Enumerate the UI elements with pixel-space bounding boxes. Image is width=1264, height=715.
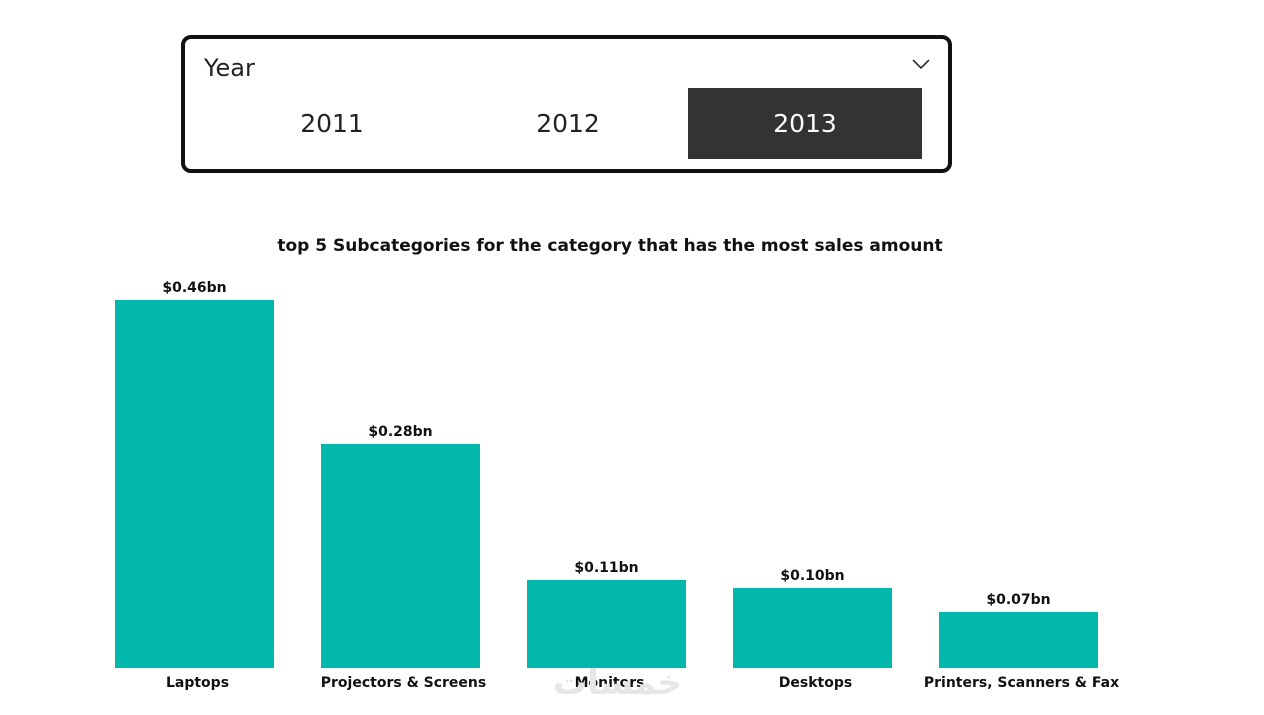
- year-option-2012[interactable]: 2012: [536, 109, 600, 138]
- bar-3[interactable]: [733, 588, 892, 668]
- bar-4[interactable]: [939, 612, 1098, 668]
- data-label-3: $0.10bn: [780, 568, 844, 584]
- category-label-4: Printers, Scanners & Fax: [924, 675, 1119, 691]
- year-option-2011[interactable]: 2011: [300, 109, 364, 138]
- bar-1[interactable]: [321, 444, 480, 668]
- bar-chart: $0.46bn Laptops $0.28bn Projectors & Screen…: [115, 280, 1119, 691]
- category-label-2: Monitors: [575, 675, 645, 691]
- year-option-2013[interactable]: 2013: [688, 88, 922, 159]
- data-label-4: $0.07bn: [986, 592, 1050, 608]
- chevron-down-icon[interactable]: [911, 54, 931, 74]
- watermark-logo: خمسات: [553, 663, 682, 703]
- data-label-1: $0.28bn: [368, 424, 432, 440]
- data-label-0: $0.46bn: [162, 280, 226, 296]
- data-label-2: $0.11bn: [574, 560, 638, 576]
- bar-2[interactable]: [527, 580, 686, 668]
- bar-0[interactable]: [115, 300, 274, 668]
- category-label-1: Projectors & Screens: [321, 675, 486, 691]
- category-label-3: Desktops: [779, 675, 852, 691]
- year-slicer: Year 2011 2012 2013: [181, 35, 952, 173]
- slicer-title: Year: [204, 54, 255, 82]
- chart-title: top 5 Subcategories for the category tha…: [277, 236, 943, 256]
- category-label-0: Laptops: [166, 675, 229, 691]
